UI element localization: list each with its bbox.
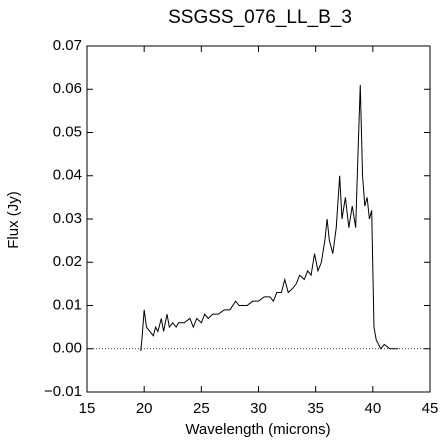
y-tick-label: 0.05 [53, 123, 82, 140]
chart-title: SSGSS_076_LL_B_3 [168, 7, 352, 28]
y-tick-label: −0.01 [44, 383, 82, 400]
y-tick-label: 0.03 [53, 210, 82, 227]
x-tick-label: 30 [250, 400, 267, 417]
x-tick-label: 25 [193, 400, 210, 417]
y-tick-label: 0.00 [53, 340, 82, 357]
plot-frame [86, 45, 431, 393]
y-tick-label: 0.06 [53, 80, 82, 97]
y-axis-label: Flux (Jy) [5, 191, 22, 249]
y-tick-label: 0.07 [53, 37, 82, 54]
x-tick-label: 40 [364, 400, 381, 417]
y-tick-label: 0.01 [53, 296, 82, 313]
x-tick-label: 20 [136, 400, 153, 417]
x-tick-label: 15 [79, 400, 96, 417]
y-tick-label: 0.02 [53, 253, 82, 270]
spectrum-line [140, 84, 398, 351]
x-tick-label: 45 [422, 400, 439, 417]
x-axis-label: Wavelength (microns) [185, 421, 330, 438]
x-tick-label: 35 [307, 400, 324, 417]
y-tick-label: 0.04 [53, 167, 82, 184]
